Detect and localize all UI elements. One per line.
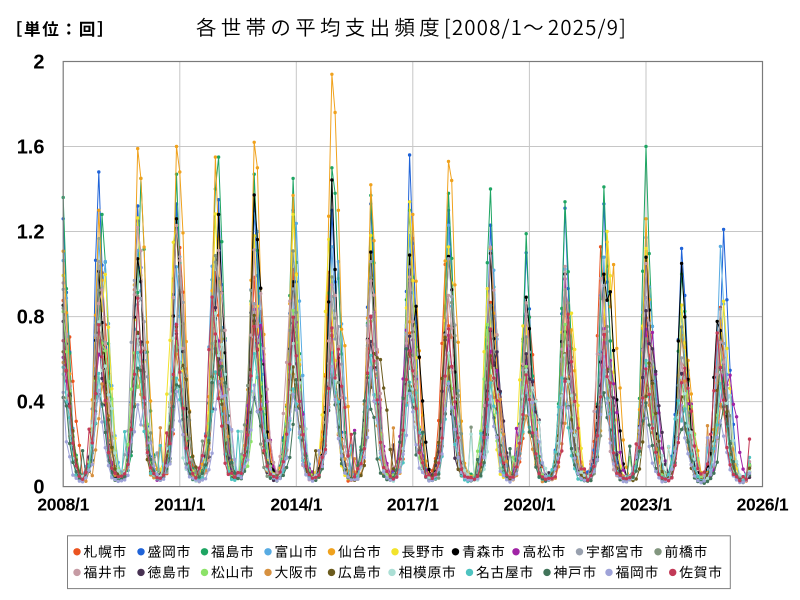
svg-text:0.4: 0.4 bbox=[17, 391, 46, 413]
svg-text:2014/1: 2014/1 bbox=[270, 495, 322, 515]
svg-text:2020/1: 2020/1 bbox=[504, 495, 556, 515]
svg-text:0: 0 bbox=[33, 476, 44, 498]
svg-text:2: 2 bbox=[33, 51, 44, 73]
svg-text:1.2: 1.2 bbox=[17, 221, 45, 243]
svg-text:2008/1: 2008/1 bbox=[37, 495, 89, 515]
svg-text:2023/1: 2023/1 bbox=[620, 495, 672, 515]
svg-text:0.8: 0.8 bbox=[17, 306, 45, 328]
svg-text:1.6: 1.6 bbox=[17, 136, 45, 158]
svg-text:2026/1: 2026/1 bbox=[737, 495, 789, 515]
svg-text:2017/1: 2017/1 bbox=[387, 495, 439, 515]
svg-text:2011/1: 2011/1 bbox=[154, 495, 205, 515]
